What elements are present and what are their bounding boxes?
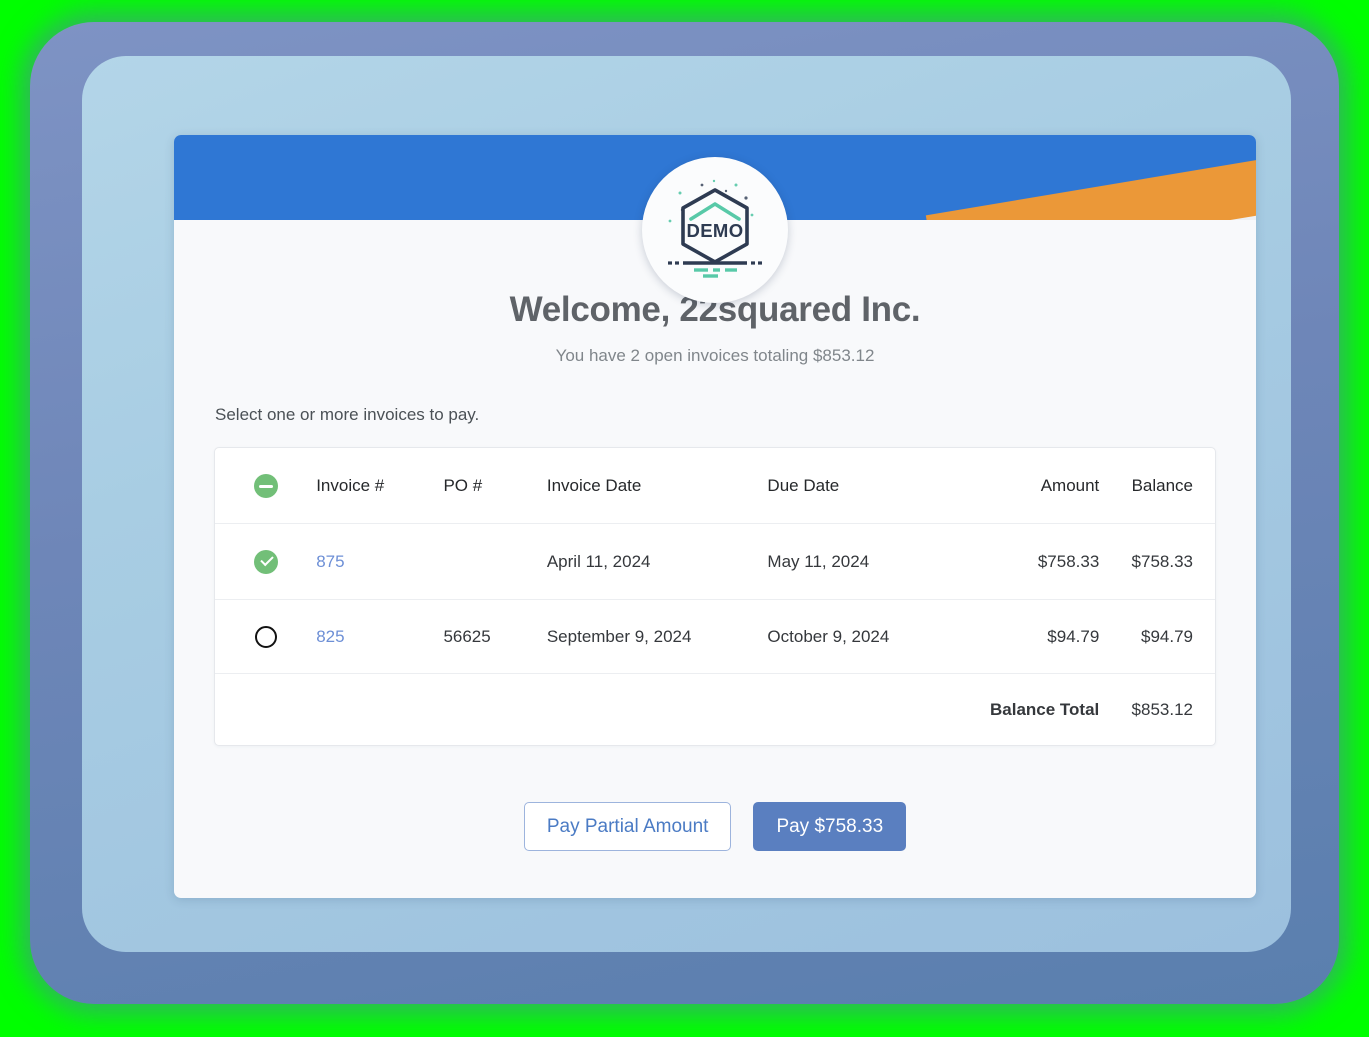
cell-due-date: October 9, 2024 xyxy=(767,599,974,674)
page-background: DEMO xyxy=(82,56,1291,952)
page-subtitle: You have 2 open invoices totaling $853.1… xyxy=(555,346,875,365)
invoice-table-body: 875 April 11, 2024 May 11, 2024 $758.33 … xyxy=(215,523,1215,746)
cell-balance: $758.33 xyxy=(1099,523,1215,600)
table-row[interactable]: 825 56625 September 9, 2024 October 9, 2… xyxy=(215,599,1215,674)
column-header-balance: Balance xyxy=(1099,448,1215,524)
check-circle-icon[interactable] xyxy=(253,550,278,574)
cell-amount: $758.33 xyxy=(973,523,1100,600)
balance-total-label: Balance Total xyxy=(990,700,1100,719)
minus-circle-icon[interactable] xyxy=(253,474,278,498)
demo-hexagon-logo-icon: DEMO xyxy=(642,157,788,303)
invoice-link[interactable]: 875 xyxy=(316,552,345,571)
total-spacer-2 xyxy=(316,674,443,746)
total-spacer-5 xyxy=(767,674,973,746)
table-row[interactable]: 875 April 11, 2024 May 11, 2024 $758.33 … xyxy=(215,523,1215,600)
cell-po-number xyxy=(443,523,547,600)
balance-total-value: $853.12 xyxy=(1131,700,1193,719)
pay-partial-button[interactable]: Pay Partial Amount xyxy=(523,802,732,851)
column-header-due-date: Due Date xyxy=(767,448,974,524)
table-header-row: Invoice # PO # Invoice Date Due Date Amo… xyxy=(215,448,1215,524)
device-frame: DEMO xyxy=(30,22,1339,1004)
cell-due-date: May 11, 2024 xyxy=(767,523,974,600)
row-select-cell[interactable] xyxy=(215,523,317,600)
select-all-header[interactable] xyxy=(215,448,317,524)
pay-amount-button[interactable]: Pay $758.33 xyxy=(753,802,907,851)
cell-invoice-number[interactable]: 825 xyxy=(316,599,444,674)
column-header-amount: Amount xyxy=(973,448,1100,524)
cell-invoice-date: April 11, 2024 xyxy=(546,523,768,600)
svg-text:DEMO: DEMO xyxy=(686,220,743,241)
cell-balance: $94.79 xyxy=(1099,599,1215,674)
total-spacer-4 xyxy=(547,674,768,746)
invoice-table: Invoice # PO # Invoice Date Due Date Amo… xyxy=(215,448,1215,745)
instructions-text: Select one or more invoices to pay. xyxy=(215,405,480,424)
invoice-table-container: Invoice # PO # Invoice Date Due Date Amo… xyxy=(214,447,1216,746)
invoice-link[interactable]: 825 xyxy=(316,627,345,646)
row-select-cell[interactable] xyxy=(215,599,317,674)
column-header-invoice-date: Invoice Date xyxy=(546,448,768,524)
banner-orange-stripe xyxy=(925,159,1256,220)
column-header-invoice: Invoice # xyxy=(316,448,444,524)
cell-invoice-number[interactable]: 875 xyxy=(316,523,444,600)
invoice-table-head: Invoice # PO # Invoice Date Due Date Amo… xyxy=(215,448,1215,524)
empty-circle-icon[interactable] xyxy=(254,626,277,648)
cell-amount: $94.79 xyxy=(973,599,1100,674)
cell-invoice-date: September 9, 2024 xyxy=(546,599,768,674)
invoice-payment-card: DEMO xyxy=(174,135,1256,898)
total-spacer-3 xyxy=(443,674,546,746)
card-body: Welcome, 22squared Inc. You have 2 open … xyxy=(174,220,1256,851)
action-buttons: Pay Partial Amount Pay $758.33 xyxy=(214,802,1216,851)
cell-po-number: 56625 xyxy=(443,599,547,674)
total-spacer-1 xyxy=(215,674,316,746)
balance-total-row: Balance Total $853.12 xyxy=(215,674,1215,746)
column-header-po: PO # xyxy=(443,448,547,524)
